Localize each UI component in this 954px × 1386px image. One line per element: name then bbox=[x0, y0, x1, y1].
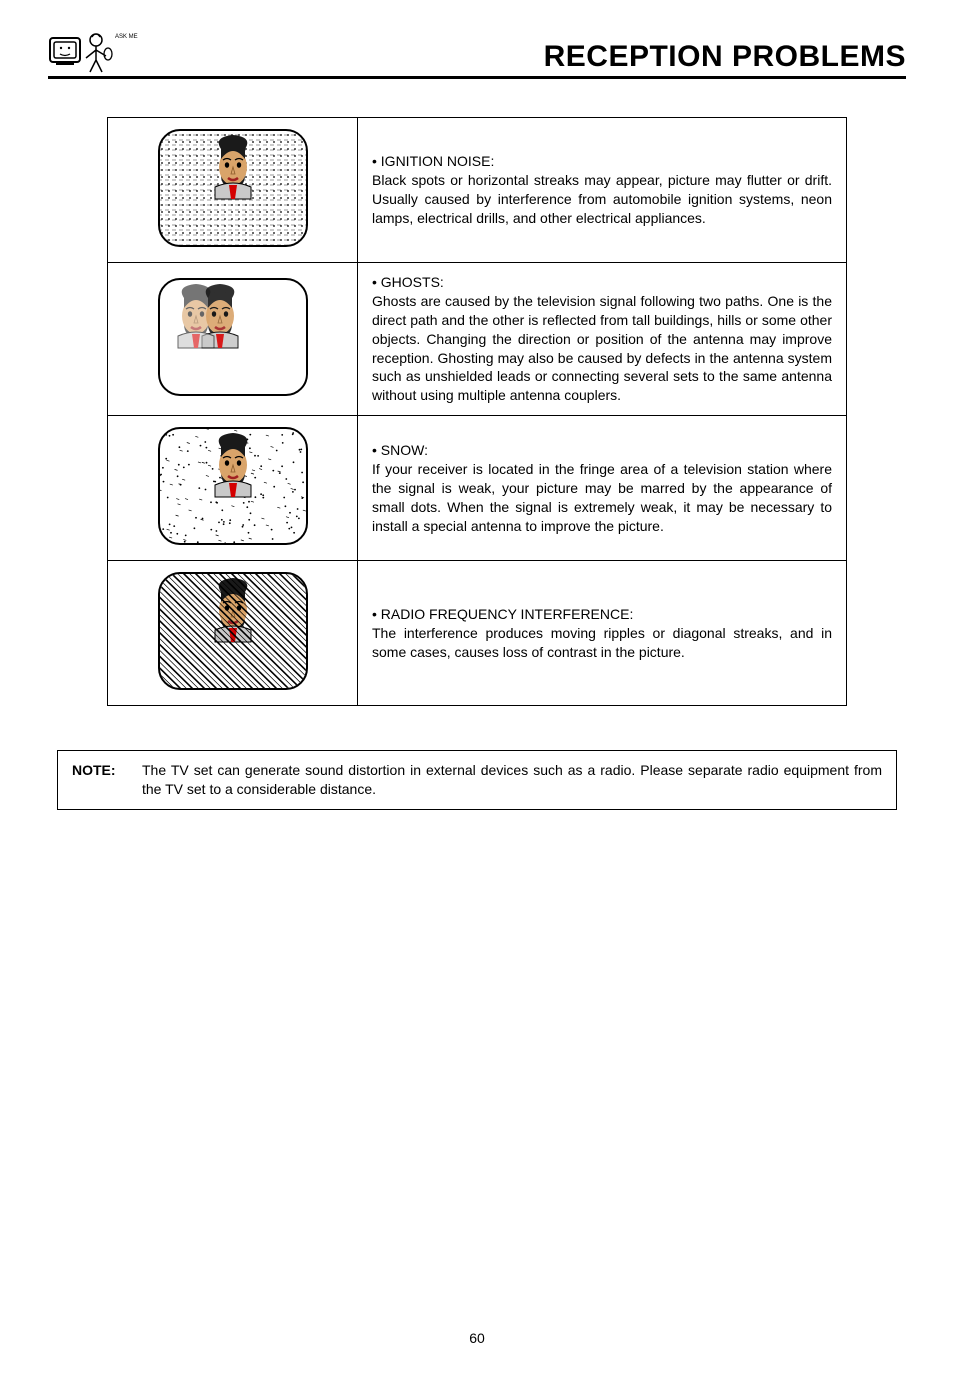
problem-row: • SNOW:If your receiver is located in th… bbox=[108, 416, 847, 561]
problem-title: GHOSTS: bbox=[381, 274, 444, 290]
problem-body: Ghosts are caused by the television sign… bbox=[372, 293, 832, 403]
problem-illustration bbox=[108, 561, 358, 706]
note-text: The TV set can generate sound distortion… bbox=[142, 761, 882, 799]
problem-title: IGNITION NOISE: bbox=[381, 153, 495, 169]
problem-row: • RADIO FREQUENCY INTERFERENCE:The inter… bbox=[108, 561, 847, 706]
svg-text:ASK ME!: ASK ME! bbox=[115, 34, 138, 40]
problem-body: If your receiver is located in the fring… bbox=[372, 461, 832, 534]
problem-illustration bbox=[108, 118, 358, 263]
problem-description: • IGNITION NOISE:Black spots or horizont… bbox=[358, 118, 847, 263]
note-box: NOTE: The TV set can generate sound dist… bbox=[57, 750, 897, 810]
problem-title: SNOW: bbox=[381, 442, 428, 458]
page-title: RECEPTION PROBLEMS bbox=[544, 40, 906, 76]
problem-description: • SNOW:If your receiver is located in th… bbox=[358, 416, 847, 561]
problem-description: • RADIO FREQUENCY INTERFERENCE:The inter… bbox=[358, 561, 847, 706]
note-label: NOTE: bbox=[72, 761, 142, 799]
problem-body: The interference produces moving ripples… bbox=[372, 625, 832, 660]
ask-me-logo: ASK ME! bbox=[48, 28, 138, 76]
problem-row: • IGNITION NOISE:Black spots or horizont… bbox=[108, 118, 847, 263]
problem-row: • GHOSTS:Ghosts are caused by the televi… bbox=[108, 263, 847, 416]
problem-body: Black spots or horizontal streaks may ap… bbox=[372, 172, 832, 226]
page-number: 60 bbox=[48, 1330, 906, 1346]
problem-illustration bbox=[108, 416, 358, 561]
problem-illustration bbox=[108, 263, 358, 416]
reception-problems-table: • IGNITION NOISE:Black spots or horizont… bbox=[107, 117, 847, 706]
page-header: ASK ME! RECEPTION PROBLEMS bbox=[48, 28, 906, 79]
problem-title: RADIO FREQUENCY INTERFERENCE: bbox=[381, 606, 634, 622]
problem-description: • GHOSTS:Ghosts are caused by the televi… bbox=[358, 263, 847, 416]
